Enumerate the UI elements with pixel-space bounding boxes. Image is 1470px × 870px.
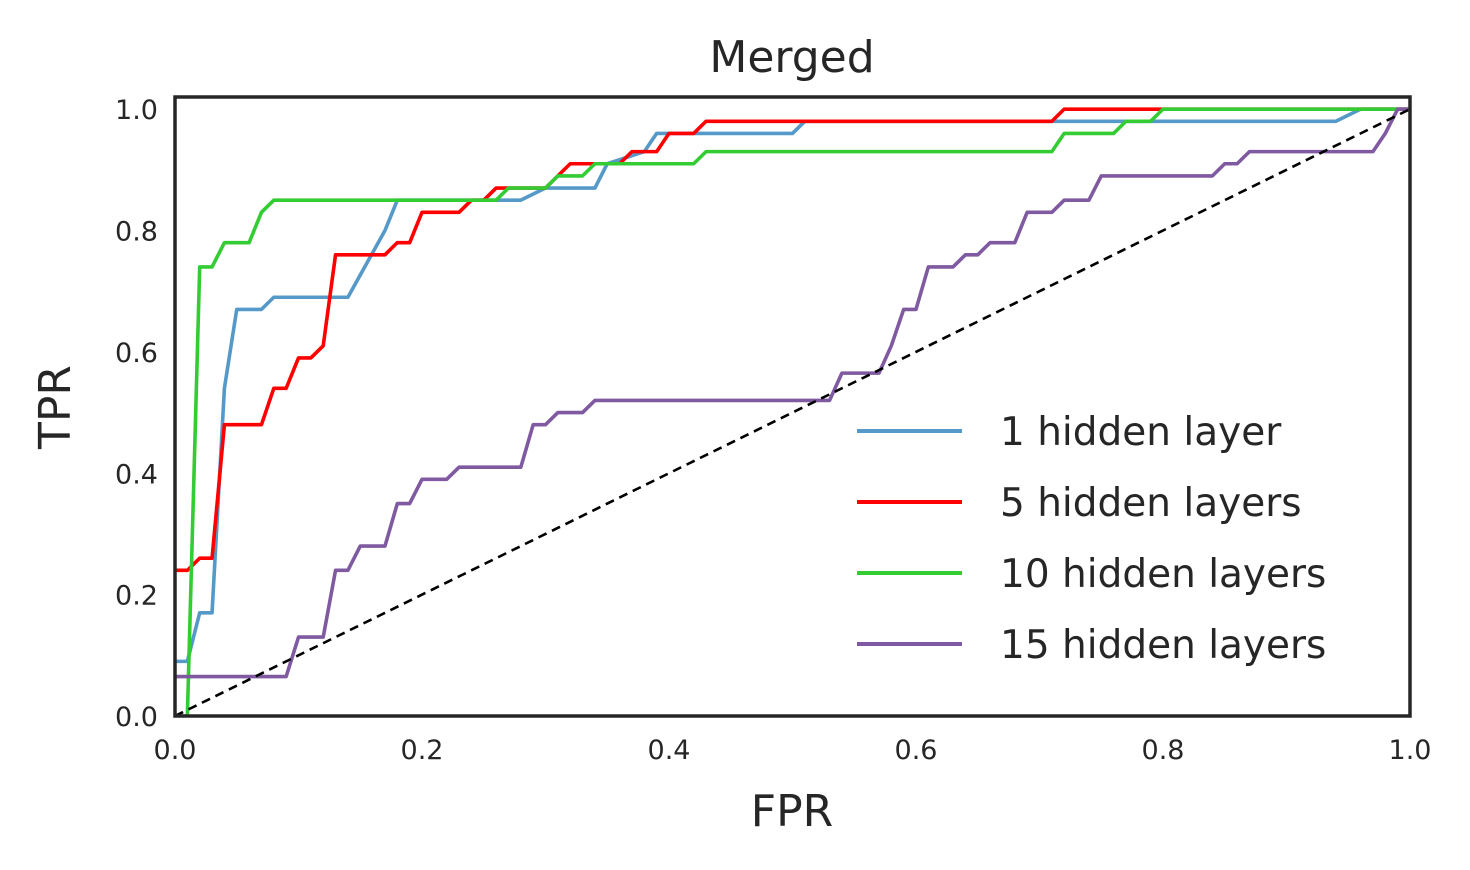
plot-area	[173, 95, 1412, 718]
series-line-2	[175, 107, 1410, 573]
y-tick-label: 1.0	[115, 95, 158, 126]
series-line-4	[175, 107, 1410, 679]
legend-label: 1 hidden layer	[1000, 410, 1282, 455]
y-axis-label: TPR	[30, 365, 81, 450]
legend-label: 10 hidden layers	[1000, 552, 1326, 597]
x-tick-label: 0.8	[1142, 735, 1185, 766]
y-axis-ticks: 0.0 0.2 0.4 0.6 0.8 1.0	[115, 95, 158, 733]
legend-label: 15 hidden layers	[1000, 623, 1326, 668]
y-tick-label: 0.8	[115, 217, 158, 248]
legend-label: 5 hidden layers	[1000, 481, 1302, 526]
y-tick-label: 0.0	[115, 702, 158, 733]
plot-frame	[173, 95, 1412, 718]
x-tick-label: 1.0	[1389, 735, 1432, 766]
chance-diagonal-line	[175, 107, 1410, 716]
y-tick-label: 0.6	[115, 338, 158, 369]
series-line-3	[175, 107, 1410, 716]
x-axis-ticks: 0.0 0.2 0.4 0.6 0.8 1.0	[154, 735, 1432, 766]
x-tick-label: 0.4	[648, 735, 691, 766]
x-tick-label: 0.2	[401, 735, 444, 766]
legend: 1 hidden layer 5 hidden layers 10 hidden l…	[857, 410, 1326, 668]
chart-title: Merged	[709, 32, 874, 83]
y-tick-label: 0.4	[115, 459, 158, 490]
x-tick-label: 0.0	[154, 735, 197, 766]
y-tick-label: 0.2	[115, 581, 158, 612]
series-lines	[175, 107, 1410, 716]
x-axis-label: FPR	[751, 786, 833, 837]
x-tick-label: 0.6	[895, 735, 938, 766]
